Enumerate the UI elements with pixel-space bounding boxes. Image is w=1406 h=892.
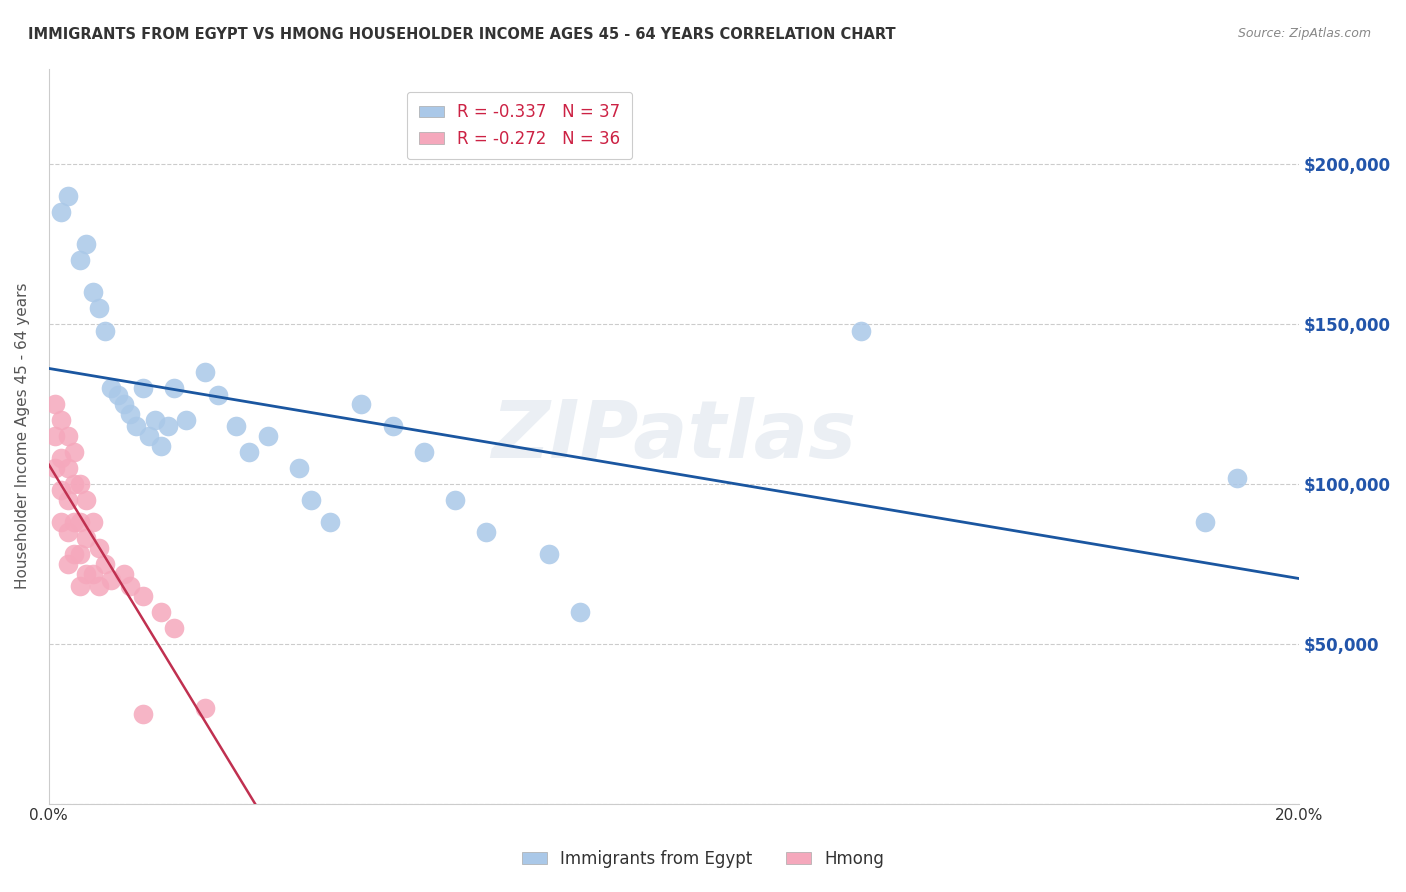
Point (174, 413, 197, 427)
Point (69, 477, 91, 491)
Point (143, 413, 166, 427)
Point (256, 429, 278, 443)
Point (107, 387, 129, 401)
Point (444, 493, 467, 508)
Point (112, 566, 135, 581)
Point (118, 407, 141, 421)
Point (94, 557, 117, 571)
Point (150, 605, 173, 619)
Point (138, 429, 160, 443)
Point (851, 324, 873, 338)
Point (51, 205, 73, 219)
Point (194, 365, 217, 379)
Point (56, 493, 79, 508)
Point (163, 621, 186, 635)
Point (225, 419, 247, 434)
Point (51, 516, 73, 530)
Point (56, 524, 79, 539)
Point (1194, 516, 1216, 530)
Point (69, 253, 91, 268)
Point (112, 397, 135, 411)
Point (100, 573, 122, 587)
Point (412, 445, 434, 459)
Y-axis label: Householder Income Ages 45 - 64 years: Householder Income Ages 45 - 64 years (15, 283, 30, 590)
Point (56, 461, 79, 475)
Point (87, 579, 110, 593)
Point (87, 301, 110, 316)
Point (131, 589, 153, 603)
Point (299, 493, 322, 508)
Point (75, 237, 97, 252)
Point (44, 461, 66, 475)
Point (56, 429, 79, 443)
Point (125, 419, 148, 434)
Point (238, 445, 260, 459)
Point (62, 477, 84, 491)
Point (51, 483, 73, 498)
Point (118, 579, 141, 593)
Point (537, 547, 560, 561)
Point (75, 493, 97, 508)
Point (56, 189, 79, 203)
Point (475, 524, 498, 539)
Point (44, 397, 66, 411)
Point (131, 707, 153, 722)
Point (69, 516, 91, 530)
Point (56, 557, 79, 571)
Point (156, 419, 179, 434)
Point (44, 429, 66, 443)
Point (69, 547, 91, 561)
Point (381, 419, 404, 434)
Text: ZIPatlas: ZIPatlas (491, 397, 856, 475)
Point (51, 413, 73, 427)
Point (150, 439, 173, 453)
Point (69, 579, 91, 593)
Point (1225, 470, 1247, 484)
Point (82, 566, 104, 581)
Point (75, 532, 97, 546)
Point (163, 381, 186, 395)
Legend: Immigrants from Egypt, Hmong: Immigrants from Egypt, Hmong (515, 844, 891, 875)
Point (87, 541, 110, 555)
Point (62, 516, 84, 530)
Point (75, 566, 97, 581)
Point (82, 285, 104, 300)
Point (131, 381, 153, 395)
Text: Source: ZipAtlas.com: Source: ZipAtlas.com (1237, 27, 1371, 40)
Point (194, 700, 217, 714)
Point (569, 605, 592, 619)
Point (100, 381, 122, 395)
Point (350, 397, 373, 411)
Point (319, 516, 342, 530)
Point (94, 324, 117, 338)
Point (62, 547, 84, 561)
Legend: R = -0.337   N = 37, R = -0.272   N = 36: R = -0.337 N = 37, R = -0.272 N = 36 (408, 92, 631, 159)
Point (51, 451, 73, 466)
Point (82, 516, 104, 530)
Point (288, 461, 311, 475)
Text: IMMIGRANTS FROM EGYPT VS HMONG HOUSEHOLDER INCOME AGES 45 - 64 YEARS CORRELATION: IMMIGRANTS FROM EGYPT VS HMONG HOUSEHOLD… (28, 27, 896, 42)
Point (207, 387, 229, 401)
Point (62, 445, 84, 459)
